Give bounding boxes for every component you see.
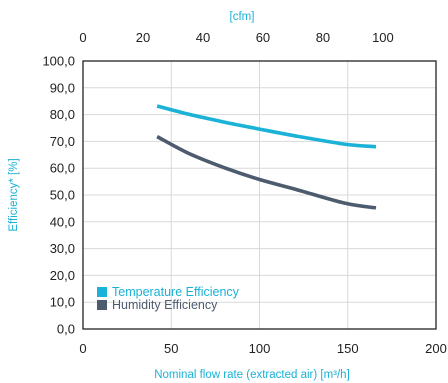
bottom-axis-title: Nominal flow rate (extracted air) [m³/h] bbox=[154, 369, 350, 381]
y-tick-label: 80,0 bbox=[50, 107, 75, 122]
plot-frame bbox=[82, 60, 437, 330]
y-tick-label: 100,0 bbox=[42, 54, 75, 69]
y-tick-label: 20,0 bbox=[50, 268, 75, 283]
tick-labels: 0,0 10,0 20,0 30,0 40,0 50,0 60,0 70,0 80,0 90,0 1… bbox=[42, 30, 446, 356]
y-tick-label: 0,0 bbox=[57, 322, 75, 337]
legend-swatch bbox=[97, 300, 107, 310]
series-line-temperature bbox=[156, 104, 377, 149]
x-tick-label: 200 bbox=[425, 341, 447, 356]
legend-swatch bbox=[97, 287, 107, 297]
y-tick-label: 10,0 bbox=[50, 295, 75, 310]
x2-tick-label: 20 bbox=[136, 30, 150, 45]
x2-tick-label: 100 bbox=[372, 30, 394, 45]
x-tick-label: 50 bbox=[164, 341, 178, 356]
x2-tick-label: 60 bbox=[256, 30, 270, 45]
y-tick-label: 50,0 bbox=[50, 188, 75, 203]
top-axis-title: [cfm] bbox=[230, 11, 255, 23]
y-axis-title: Efficiency* [%] bbox=[8, 158, 20, 231]
grid-lines bbox=[83, 61, 436, 329]
series-line-humidity bbox=[156, 135, 377, 210]
y-tick-label: 90,0 bbox=[50, 80, 75, 95]
y-tick-label: 30,0 bbox=[50, 241, 75, 256]
x-tick-label: 150 bbox=[337, 341, 359, 356]
series-lines bbox=[156, 104, 377, 210]
y-tick-label: 70,0 bbox=[50, 134, 75, 149]
x-tick-label: 100 bbox=[249, 341, 271, 356]
x2-tick-label: 80 bbox=[316, 30, 330, 45]
x2-tick-label: 0 bbox=[79, 30, 86, 45]
legend-label: Humidity Efficiency bbox=[112, 298, 218, 312]
x2-tick-label: 40 bbox=[196, 30, 210, 45]
y-tick-label: 60,0 bbox=[50, 161, 75, 176]
legend-label: Temperature Efficiency bbox=[112, 285, 240, 299]
x-tick-label: 0 bbox=[79, 341, 86, 356]
y-tick-label: 40,0 bbox=[50, 214, 75, 229]
